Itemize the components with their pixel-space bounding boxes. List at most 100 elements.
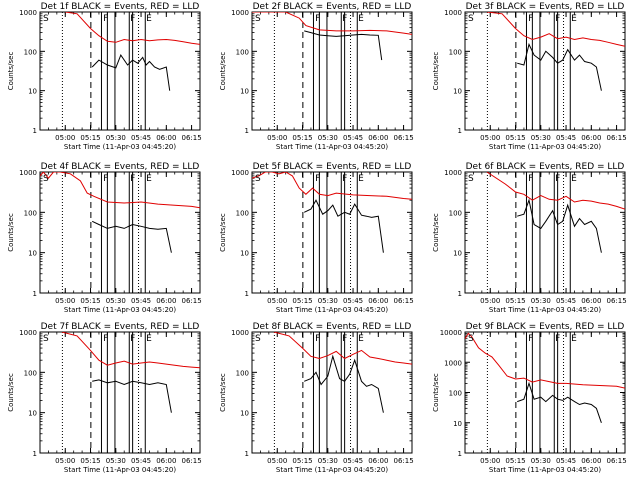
events-series-line <box>517 198 602 253</box>
y-axis-label: Counts/sec <box>7 52 15 91</box>
events-series-line <box>91 54 171 91</box>
plot-title: Det 3f BLACK = Events, RED = LLD <box>466 2 625 12</box>
event-marker-label: S <box>468 334 474 344</box>
x-tick-label: 05:15 <box>292 297 312 305</box>
event-marker-label: E <box>146 334 152 344</box>
x-tick-label: 06:00 <box>368 297 388 305</box>
plot-title: Det 2f BLACK = Events, RED = LLD <box>253 2 412 12</box>
panel-det-1: Det 1f BLACK = Events, RED = LLD 1 10 100 10… <box>7 2 202 151</box>
x-tick-label: 06:15 <box>393 134 413 142</box>
event-marker-label: F <box>315 14 320 24</box>
event-marker-label: F <box>342 14 347 24</box>
events-series-line <box>91 220 172 253</box>
x-tick-label: 05:30 <box>106 457 126 465</box>
x-tick-label: 05:00 <box>480 457 500 465</box>
event-marker-label: F <box>528 14 533 24</box>
y-tick-label: 10 <box>240 410 249 418</box>
lld-series-line <box>252 12 412 35</box>
y-tick-label: 10 <box>453 88 462 96</box>
plot-frame <box>464 331 626 454</box>
x-tick-label: 05:30 <box>531 297 551 305</box>
x-tick-label: 05:45 <box>556 134 576 142</box>
y-tick-label: 100 <box>449 48 462 56</box>
y-tick-label: 10 <box>28 410 37 418</box>
plot-title: Det 1f BLACK = Events, RED = LLD <box>41 2 200 12</box>
event-marker-label: F <box>555 174 560 184</box>
lld-series-line <box>40 172 200 209</box>
event-marker-label: E <box>358 174 364 184</box>
x-tick-label: 05:30 <box>318 134 338 142</box>
y-axis-label: Counts/sec <box>219 213 227 252</box>
x-tick-label: 05:45 <box>131 134 151 142</box>
event-marker-label: F <box>103 334 108 344</box>
event-marker-label: F <box>103 174 108 184</box>
plot-frame <box>464 171 626 294</box>
y-axis-label: Counts/sec <box>219 52 227 91</box>
x-axis-label: Start Time (11-Apr-03 04:45:20) <box>64 466 176 474</box>
plot-frame <box>39 171 201 294</box>
x-tick-label: 05:00 <box>267 297 287 305</box>
plot-title: Det 6f BLACK = Events, RED = LLD <box>466 162 625 172</box>
y-tick-label: 1000 <box>444 169 462 177</box>
x-tick-label: 05:00 <box>55 457 75 465</box>
x-tick-label: 06:00 <box>156 134 176 142</box>
event-marker-label: F <box>528 334 533 344</box>
event-marker-label: S <box>255 14 261 24</box>
y-tick-label: 100 <box>236 209 249 217</box>
x-axis-label: Start Time (11-Apr-03 04:45:20) <box>276 306 388 314</box>
x-tick-label: 06:15 <box>606 134 626 142</box>
x-tick-label: 05:00 <box>267 134 287 142</box>
x-tick-label: 05:45 <box>343 134 363 142</box>
events-series-line <box>517 381 602 423</box>
events-series-line <box>304 30 383 61</box>
y-tick-label: 100 <box>236 48 249 56</box>
x-axis-label: Start Time (11-Apr-03 04:45:20) <box>276 143 388 151</box>
lld-series-line <box>252 172 412 200</box>
lld-series-line <box>486 12 625 47</box>
panel-det-6: Det 6f BLACK = Events, RED = LLD 1 10 100 10… <box>432 162 627 314</box>
events-series-line <box>92 379 172 413</box>
plot-frame <box>39 11 201 131</box>
x-tick-label: 06:00 <box>581 297 601 305</box>
event-marker-label: E <box>571 174 577 184</box>
y-tick-label: 100 <box>236 369 249 377</box>
x-tick-label: 06:15 <box>181 457 201 465</box>
y-tick-label: 10000 <box>440 329 462 337</box>
lld-series-line <box>273 332 412 365</box>
x-tick-label: 06:00 <box>368 457 388 465</box>
event-marker-label: F <box>103 14 108 24</box>
event-marker-label: E <box>571 334 577 344</box>
x-tick-label: 06:00 <box>581 457 601 465</box>
plot-frame <box>251 11 413 131</box>
y-tick-label: 1 <box>245 127 249 135</box>
plot-title: Det 4f BLACK = Events, RED = LLD <box>41 162 200 172</box>
x-tick-label: 05:15 <box>505 134 525 142</box>
y-tick-label: 1000 <box>231 9 249 17</box>
y-tick-label: 1000 <box>444 9 462 17</box>
x-tick-label: 06:00 <box>156 297 176 305</box>
y-axis-label: Counts/sec <box>219 373 227 412</box>
event-marker-label: E <box>358 334 364 344</box>
plot-frame <box>251 331 413 454</box>
y-tick-label: 10 <box>453 250 462 258</box>
x-axis-label: Start Time (11-Apr-03 04:45:20) <box>276 466 388 474</box>
lld-series-line <box>465 332 625 389</box>
x-tick-label: 05:00 <box>267 457 287 465</box>
y-axis-label: Counts/sec <box>7 213 15 252</box>
panel-det-7: Det 7f BLACK = Events, RED = LLD 1 10 100 10… <box>7 322 202 474</box>
x-tick-label: 05:30 <box>318 297 338 305</box>
x-tick-label: 05:15 <box>292 457 312 465</box>
x-tick-label: 05:45 <box>343 457 363 465</box>
x-axis-label: Start Time (11-Apr-03 04:45:20) <box>489 466 601 474</box>
x-tick-label: 06:15 <box>393 457 413 465</box>
event-marker-label: E <box>358 14 364 24</box>
x-tick-label: 05:30 <box>318 457 338 465</box>
x-axis-label: Start Time (11-Apr-03 04:45:20) <box>64 306 176 314</box>
event-marker-label: S <box>468 14 474 24</box>
event-marker-label: S <box>43 334 49 344</box>
y-tick-label: 10 <box>28 88 37 96</box>
x-tick-label: 05:00 <box>480 134 500 142</box>
event-marker-label: S <box>43 14 49 24</box>
event-marker-label: F <box>130 334 135 344</box>
